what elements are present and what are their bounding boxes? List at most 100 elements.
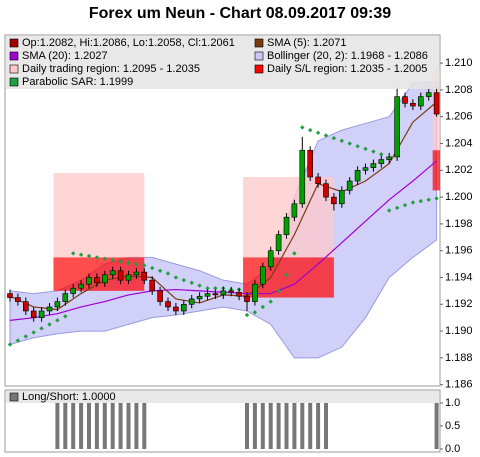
candle-body	[181, 303, 187, 312]
y-tick-label: 1.186	[445, 379, 473, 391]
candle-body	[62, 293, 69, 302]
candle-body	[125, 274, 132, 281]
sar-dot	[55, 318, 60, 323]
legend-swatch	[254, 64, 264, 74]
region	[53, 172, 145, 258]
legend-swatch	[254, 38, 264, 48]
candle-body	[133, 271, 140, 276]
candle-body	[102, 274, 108, 284]
legend-swatch	[9, 64, 19, 74]
sar-dot	[347, 141, 352, 146]
candle-body	[307, 149, 314, 178]
candle-body	[402, 96, 408, 104]
candle-body	[78, 283, 84, 289]
candle-body	[54, 301, 61, 308]
sar-dot	[434, 196, 439, 201]
sar-dot	[308, 127, 313, 133]
legend-label: Daily trading region: 1.2095 - 1.2035	[22, 63, 200, 75]
main-plot	[7, 69, 440, 359]
legend-label: SMA (5): 1.2071	[267, 37, 347, 49]
candle-body	[410, 103, 416, 107]
sar-dot	[31, 330, 36, 335]
region	[53, 257, 145, 291]
bar	[300, 402, 305, 450]
y-tick-label: 1.196	[445, 245, 473, 257]
legend-box	[6, 36, 439, 89]
bar	[245, 402, 249, 450]
sar-dot	[323, 133, 329, 138]
candle-body	[323, 183, 329, 198]
y-tick-label: 1.194	[445, 271, 473, 283]
y-tick-label: 1.0	[445, 397, 460, 409]
sar-dot	[213, 286, 218, 291]
sar-dot	[379, 152, 384, 157]
sar-dot	[110, 257, 115, 263]
candle-body	[267, 250, 274, 268]
candle-body	[338, 190, 345, 205]
candle-body	[141, 271, 148, 281]
y-tick-label: 1.210	[445, 57, 473, 69]
bar	[284, 402, 289, 450]
overlay: 1.186 1.188 1.190 1.192 1.194 1.196 1.198 1.200…	[6, 36, 473, 455]
candle-body	[433, 92, 440, 115]
candle-body	[15, 297, 21, 302]
sar-dot	[165, 271, 171, 276]
candle-body	[362, 167, 369, 171]
sar-dot	[142, 263, 147, 268]
candle-body	[212, 293, 219, 296]
candle-body	[283, 216, 290, 235]
bar	[94, 402, 99, 450]
y-tick-label: 1.190	[445, 325, 473, 337]
candle-body	[425, 92, 432, 97]
bar	[292, 402, 297, 450]
y-tick-label: 1.206	[445, 111, 473, 123]
bar	[308, 402, 313, 450]
candle-body	[157, 290, 163, 302]
sar-dot	[394, 205, 400, 211]
candle-body	[204, 293, 211, 297]
candle-body	[252, 283, 258, 302]
y-tick-label: 1.208	[445, 84, 473, 96]
bar	[276, 402, 281, 450]
lower-plot	[55, 402, 439, 450]
legend-swatch	[9, 38, 19, 48]
y-tick-label: 1.202	[445, 164, 473, 176]
sar-dot	[315, 130, 321, 135]
legend-label: Long/Short: 1.0000	[22, 391, 116, 403]
candle-body	[417, 96, 424, 107]
candle-body	[173, 306, 179, 312]
candle-body	[117, 270, 124, 281]
candle-body	[70, 287, 76, 294]
sar-dot	[402, 202, 408, 208]
bar	[71, 402, 76, 450]
sar-dot	[118, 259, 123, 264]
sar-dot	[102, 256, 107, 261]
legend-swatch	[9, 77, 19, 87]
sar-dot	[23, 334, 28, 339]
candle-body	[46, 306, 53, 312]
candle-body	[331, 196, 337, 205]
sar-dot	[355, 143, 360, 149]
legend-box	[6, 391, 439, 403]
sar-dot	[276, 288, 281, 294]
y-tick-label: 1.200	[445, 191, 473, 203]
bar	[118, 402, 123, 450]
bar	[134, 402, 139, 450]
sar-dot	[94, 255, 100, 260]
sar-dot	[39, 326, 44, 331]
chart-title: Forex um Neun - Chart 08.09.2017 09:39	[89, 5, 391, 22]
legend-label: Op:1.2082, Hi:1.2086, Lo:1.2058, Cl:1.20…	[22, 37, 235, 49]
candle-body	[7, 293, 13, 298]
sar-dot	[126, 260, 131, 265]
legend-label: Parabolic SAR: 1.1999	[22, 76, 133, 88]
sar-dot	[86, 253, 92, 259]
bar	[434, 402, 439, 450]
candle-body	[109, 270, 116, 276]
candle-body	[370, 163, 377, 168]
sar-dot	[15, 338, 21, 343]
candle-body	[236, 291, 242, 297]
legend-swatch	[254, 51, 264, 61]
candle-body	[22, 301, 29, 312]
sar-dot	[71, 251, 76, 256]
